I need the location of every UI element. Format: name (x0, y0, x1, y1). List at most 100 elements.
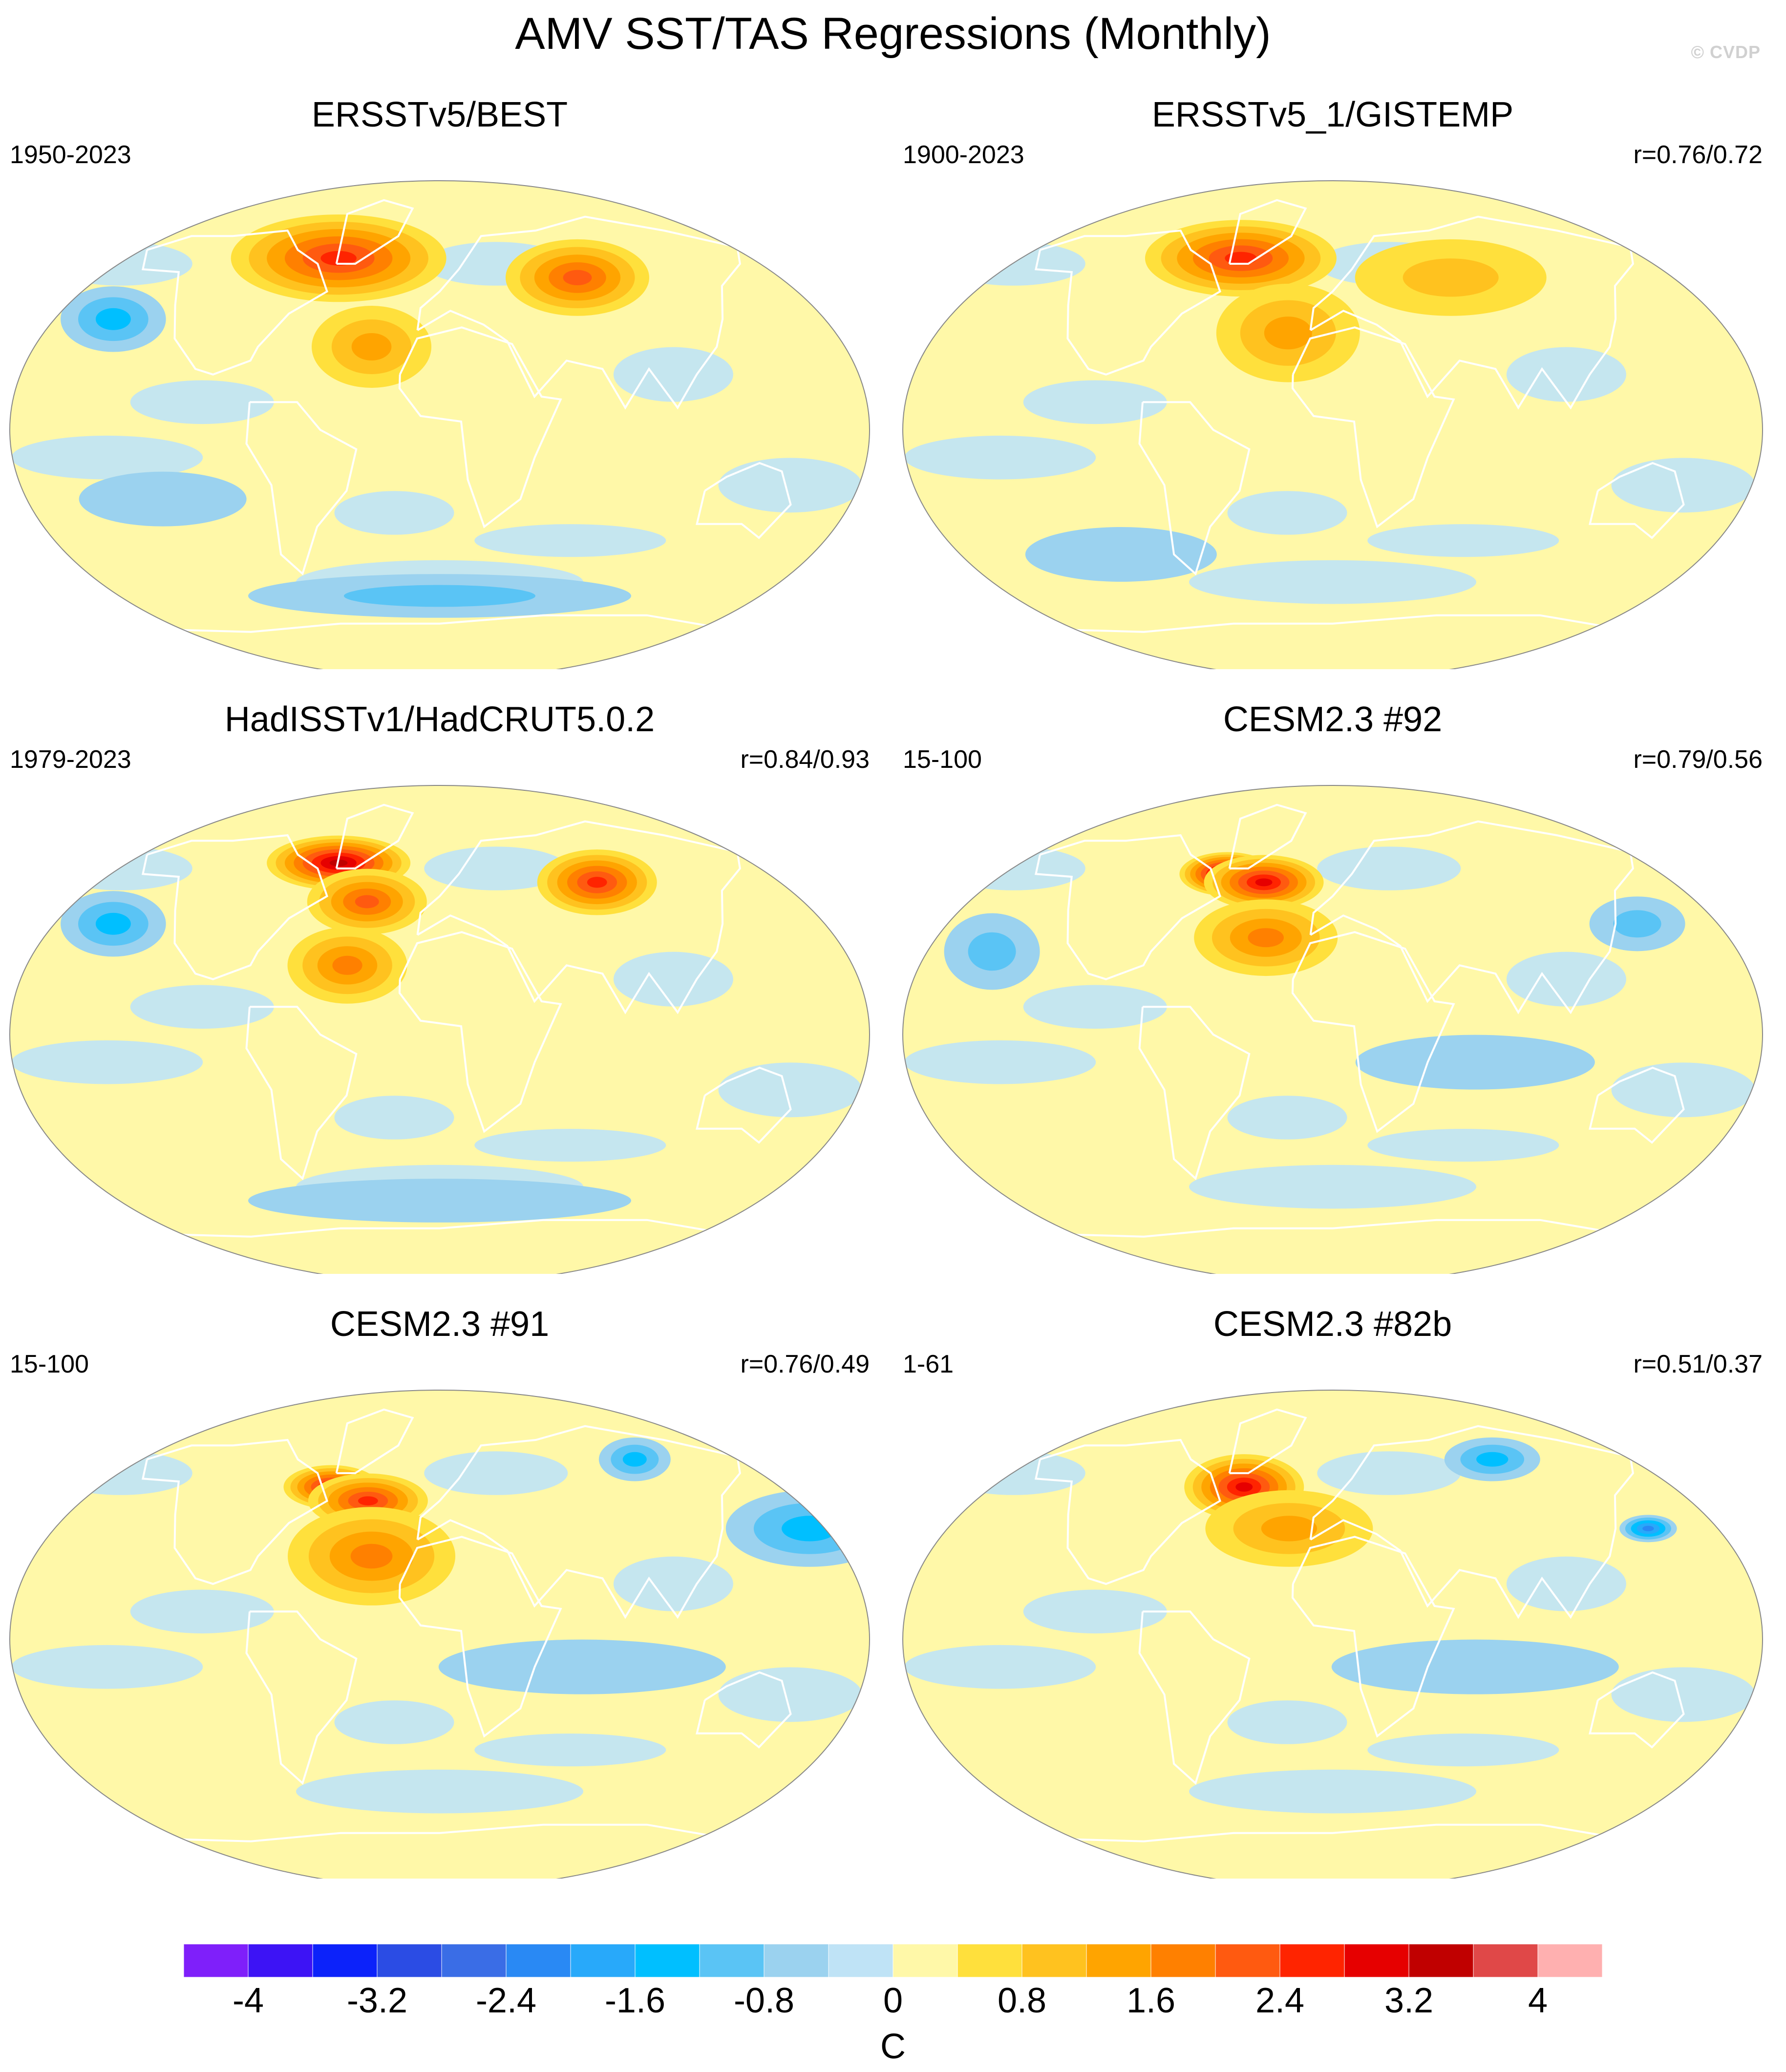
panel-period: 1979-2023 (10, 745, 131, 774)
colorbar-tick-label: -4 (233, 1981, 264, 2020)
coastline (1309, 1425, 1634, 1619)
anomaly-patch-weak-cool (718, 1667, 862, 1722)
anomaly-patch-weak-cool (424, 846, 568, 890)
coastline (1034, 1438, 1221, 1585)
colorbar-box (1279, 1944, 1345, 1978)
anomaly-patch-weak-cool (1227, 491, 1347, 535)
map-panel: CESM2.3 #92 15-100 r=0.79/0.56 (893, 698, 1772, 1274)
page-title: AMV SST/TAS Regressions (Monthly) (515, 9, 1271, 59)
anomaly-patch-weak-cool (1189, 1769, 1476, 1814)
anomaly-patch-weak-cool (48, 846, 192, 890)
coastline (1138, 1006, 1251, 1181)
colorbar-box (570, 1944, 636, 1978)
coastline (1138, 1610, 1251, 1785)
anomaly-patch-weak-cool (904, 1040, 1096, 1084)
coastline (398, 931, 562, 1133)
anomaly-contour (350, 1543, 393, 1569)
colorbar-tick-label: 0.8 (998, 1981, 1046, 2020)
anomaly-patch-weak-cool (48, 242, 192, 286)
coastline (1228, 1408, 1307, 1474)
map-panel: CESM2.3 #82b 1-61 r=0.51/0.37 (893, 1302, 1772, 1879)
anomaly-patch-weak-cool (1506, 951, 1626, 1007)
anomaly-patch-weak-cool (1367, 1129, 1559, 1162)
anomaly-contour (1025, 527, 1217, 582)
anomaly-patch-weak-cool (48, 1451, 192, 1495)
colorbar-box (312, 1944, 378, 1978)
panel-correlation: r=0.76/0.49 (740, 1350, 870, 1378)
anomaly-patch-weak-cool (130, 985, 274, 1029)
coastline (416, 820, 741, 1015)
colorbar-box (1344, 1944, 1409, 1978)
colorbar-box (377, 1944, 442, 1978)
colorbar-box (441, 1944, 507, 1978)
anomaly-contour (1255, 878, 1273, 887)
anomaly-contour (1264, 317, 1312, 350)
anomaly-contour (782, 1516, 838, 1542)
coastline (1589, 1066, 1685, 1144)
anomaly-patch-weak-cool (130, 1589, 274, 1634)
anomaly-contour (438, 1639, 726, 1694)
anomaly-contour (1476, 1452, 1509, 1467)
colorbar-box (183, 1944, 249, 1978)
panel-correlation: r=0.84/0.93 (740, 745, 870, 774)
anomaly-patch-weak-cool (613, 1556, 733, 1611)
colorbar-box (1021, 1944, 1087, 1978)
anomaly-contour (1642, 1525, 1654, 1531)
anomaly-patch-weak-cool (474, 1129, 666, 1162)
anomaly-patch-weak-cool (1189, 1164, 1476, 1209)
colorbar-box (1150, 1944, 1216, 1978)
anomaly-contour (95, 912, 131, 935)
panel-correlation: r=0.76/0.72 (1633, 141, 1763, 169)
colorbar-box (699, 1944, 765, 1978)
colorbar-tick-label: -0.8 (734, 1981, 794, 2020)
anomaly-patch-weak-cool (1317, 1451, 1461, 1495)
coastline (335, 199, 414, 265)
map-svg (9, 1390, 870, 1879)
coastline (1291, 326, 1455, 529)
colorbar-box (635, 1944, 700, 1978)
colorbar-box (764, 1944, 829, 1978)
anomaly-patch-weak-cool (1023, 1589, 1167, 1634)
anomaly-contour (1331, 1639, 1619, 1694)
anomaly-contour (968, 932, 1016, 971)
panel-correlation: r=0.51/0.37 (1633, 1350, 1763, 1378)
colorbar-tick-label: 4 (1528, 1981, 1548, 2020)
anomaly-patch-weak-cool (1367, 524, 1559, 557)
panel-title: ERSSTv5_1/GISTEMP (1151, 95, 1514, 134)
anomaly-patch-weak-cool (11, 435, 203, 480)
coastline (1044, 1219, 1621, 1238)
coastline (151, 1219, 728, 1238)
panel-correlation: r=0.79/0.56 (1633, 745, 1763, 774)
coastline (1228, 199, 1307, 265)
anomaly-patch-weak-cool (904, 435, 1096, 480)
map-border (9, 180, 870, 669)
anomaly-patch-weak-cool (1506, 1556, 1626, 1611)
map-border (9, 785, 870, 1274)
anomaly-contour (563, 270, 592, 286)
coastline (245, 1610, 358, 1785)
panel-period: 1900-2023 (903, 141, 1024, 169)
coastline (141, 229, 328, 376)
coastline (1291, 931, 1455, 1133)
map-svg (9, 180, 870, 669)
coastline (151, 1823, 728, 1842)
coastline (1309, 820, 1634, 1015)
map-border (902, 1390, 1763, 1879)
coastline (696, 1671, 792, 1749)
anomaly-contour (622, 1452, 647, 1467)
anomaly-contour (344, 585, 535, 607)
colorbar-tick-label: -2.4 (476, 1981, 536, 2020)
anomaly-contour (1225, 252, 1257, 265)
map-svg (9, 785, 870, 1274)
map-panel: CESM2.3 #91 15-100 r=0.76/0.49 (0, 1302, 879, 1879)
panel-title: CESM2.3 #92 (1223, 700, 1443, 739)
colorbar-box (1086, 1944, 1151, 1978)
coastline (1044, 1823, 1621, 1842)
colorbar-unit-label: C (880, 2027, 906, 2066)
coastline (1228, 803, 1307, 869)
colorbar-box (828, 1944, 893, 1978)
coastline (1291, 1536, 1455, 1738)
coastline (398, 326, 562, 529)
anomaly-patch-weak-cool (718, 458, 862, 513)
anomaly-contour (1355, 1035, 1595, 1090)
